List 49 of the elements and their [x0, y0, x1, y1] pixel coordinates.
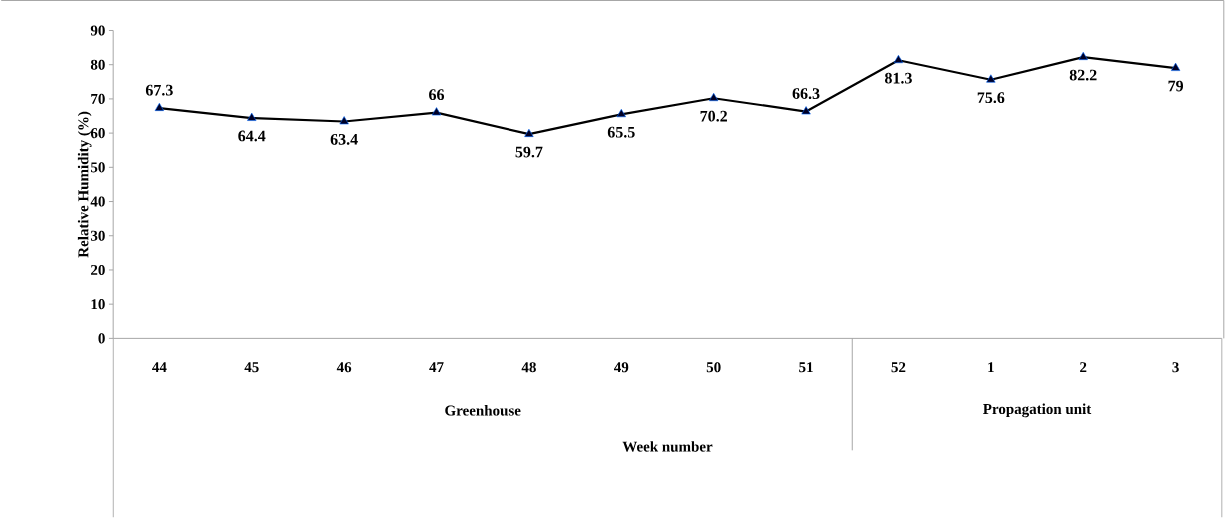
x-tick-label: 50 [706, 362, 721, 373]
point [339, 116, 349, 125]
y-tick-label: 50 [90, 162, 105, 173]
data-label: 70.2 [700, 110, 727, 122]
x-tick-label: 46 [336, 362, 352, 373]
data-label: 79 [1168, 80, 1184, 92]
x-axis-title: Week number [622, 441, 713, 452]
data-label: 75.6 [977, 92, 1005, 104]
point [616, 109, 626, 118]
x-tick-label: 1 [988, 362, 994, 373]
data-label: 82.2 [1069, 69, 1097, 81]
point [431, 107, 442, 116]
x-tick-label: 45 [244, 362, 259, 373]
y-tick-label: 40 [90, 196, 105, 207]
x-tick-label: 51 [799, 362, 813, 373]
x-tick-label: 47 [429, 362, 444, 373]
x-tick-label: 3 [1172, 362, 1179, 373]
text: Greenhouse [445, 405, 521, 416]
y-tick-label: 70 [91, 93, 105, 105]
y-tick-label: 90 [90, 25, 105, 36]
x-tick-label: 44 [152, 362, 167, 373]
data-label: 81.3 [884, 72, 912, 84]
x-tick-label: 52 [891, 362, 906, 373]
data-label: 59.7 [515, 146, 543, 158]
y-tick-label: 60 [90, 128, 105, 139]
y-tick-label: 80 [90, 59, 105, 70]
data-label: 67.3 [145, 84, 173, 96]
point [247, 112, 257, 121]
data-label: 63.4 [330, 134, 358, 145]
point [986, 74, 996, 83]
point [524, 128, 534, 138]
y-tick-label: 20 [91, 264, 105, 276]
x-tick-label: 49 [614, 362, 629, 373]
data-label: 66 [429, 89, 445, 101]
x-tick-label: 48 [521, 362, 536, 373]
data-label: 65.5 [607, 126, 635, 138]
point [154, 102, 164, 112]
point [1078, 51, 1088, 61]
data-label: 64.4 [238, 130, 266, 142]
y-tick-label: 0 [98, 333, 105, 344]
text: Propagation unit [983, 403, 1092, 418]
point [893, 55, 904, 64]
point [801, 106, 811, 115]
y-tick-label: 10 [91, 299, 105, 310]
x-tick-label: 2 [1080, 362, 1087, 373]
y-tick-label: 30 [90, 230, 105, 241]
data-label: 66.3 [792, 88, 820, 100]
point [1170, 62, 1181, 72]
point [709, 93, 719, 102]
